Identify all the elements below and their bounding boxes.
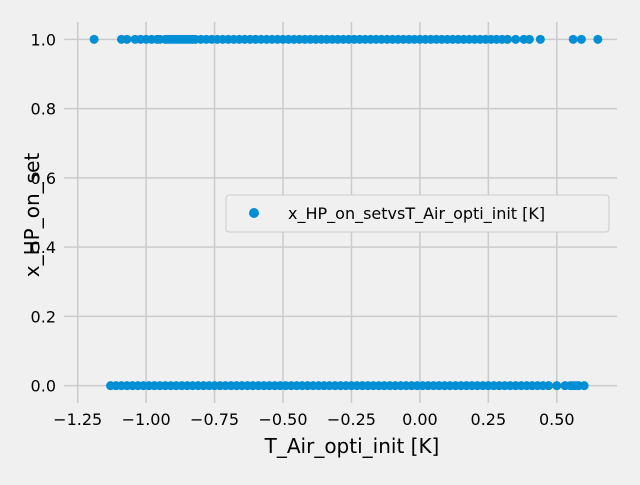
y-tick-label: 1.0 xyxy=(31,30,56,49)
y-tick-label: 0.2 xyxy=(31,307,56,326)
x-tick-label: 0.50 xyxy=(539,410,575,429)
y-tick-label: 0.8 xyxy=(31,100,56,119)
x-tick-labels: −1.25 −1.00 −0.75 −0.50 −0.25 0.00 0.25 0.50 xyxy=(53,410,574,429)
data-point xyxy=(122,34,132,44)
x-tick-label: 0.00 xyxy=(402,410,438,429)
x-axis-title: T_Air_opti_init [K] xyxy=(264,434,440,458)
x-tick-label: −0.50 xyxy=(258,410,307,429)
data-points xyxy=(89,34,603,391)
x-tick-label: 0.25 xyxy=(471,410,507,429)
data-point xyxy=(568,34,578,44)
data-point xyxy=(89,34,99,44)
legend: x_HP_on_setvsT_Air_opti_init [K] xyxy=(225,194,610,233)
x-tick-label: −0.75 xyxy=(190,410,239,429)
data-point xyxy=(579,381,589,391)
legend-label: x_HP_on_setvsT_Air_opti_init [K] xyxy=(288,204,545,224)
data-point xyxy=(535,34,545,44)
y-axis-title: x_HP_on_set xyxy=(20,153,44,278)
x-tick-label: −1.25 xyxy=(53,410,102,429)
y-tick-label: 0.6 xyxy=(31,169,56,188)
data-point xyxy=(524,34,534,44)
data-point xyxy=(511,34,521,44)
legend-marker xyxy=(249,208,259,218)
data-point xyxy=(576,34,586,44)
x-tick-label: −0.25 xyxy=(327,410,376,429)
x-tick-label: −1.00 xyxy=(122,410,171,429)
data-point xyxy=(593,34,603,44)
y-tick-label: 0.0 xyxy=(31,377,56,396)
data-point xyxy=(552,381,562,391)
legend-box xyxy=(225,194,610,233)
y-tick-labels: 0.0 0.2 0.4 0.6 0.8 1.0 xyxy=(31,30,56,395)
data-point xyxy=(544,381,554,391)
data-point xyxy=(502,34,512,44)
y-tick-label: 0.4 xyxy=(31,238,56,257)
